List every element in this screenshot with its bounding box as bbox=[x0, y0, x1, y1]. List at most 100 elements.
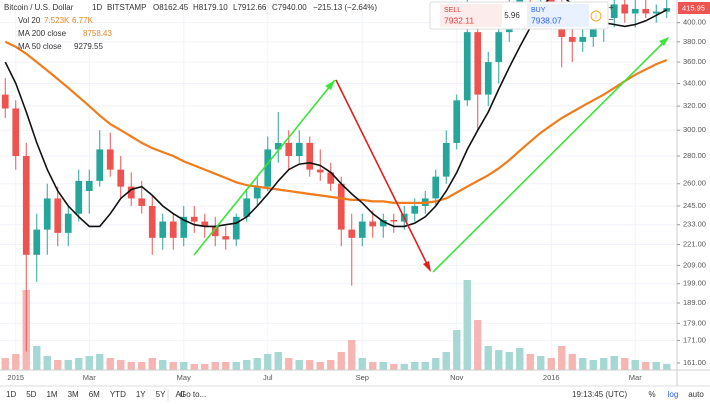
volume-bar bbox=[379, 362, 387, 370]
info-icon[interactable] bbox=[590, 10, 602, 22]
volume-bar bbox=[96, 354, 104, 370]
drawings bbox=[193, 37, 669, 273]
volume-bar bbox=[642, 362, 650, 370]
range-button[interactable]: 5Y bbox=[156, 390, 166, 399]
y-tick-label: 320.00 bbox=[683, 101, 706, 110]
buy-label[interactable]: BUY bbox=[531, 7, 546, 14]
volume-bar bbox=[400, 364, 408, 370]
zoom-in[interactable]: + bbox=[608, 2, 613, 12]
change: −215.13 (−2.64%) bbox=[313, 3, 377, 12]
range-button[interactable]: 1D bbox=[6, 390, 16, 399]
x-tick-label: 2015 bbox=[7, 373, 24, 382]
candle-body bbox=[222, 236, 230, 240]
volume-bar bbox=[148, 358, 156, 370]
sell-label[interactable]: SELL bbox=[444, 7, 461, 14]
range-button[interactable]: 6M bbox=[89, 390, 100, 399]
y-tick-label: 360.00 bbox=[683, 57, 706, 66]
candle-body bbox=[243, 198, 251, 217]
candle-body bbox=[411, 205, 419, 214]
y-tick-label: 260.00 bbox=[683, 179, 706, 188]
volume-bar bbox=[190, 364, 198, 370]
volume-bar bbox=[274, 352, 282, 370]
candle-body bbox=[96, 149, 104, 181]
volume-bar bbox=[579, 358, 587, 370]
ma-value: 8758.43 bbox=[83, 29, 112, 38]
volume-bar bbox=[442, 352, 450, 370]
volume-bar bbox=[453, 330, 461, 370]
range-button[interactable]: 5D bbox=[26, 390, 36, 399]
volume-bar bbox=[547, 358, 555, 370]
buy-button[interactable] bbox=[527, 4, 589, 27]
candle-body bbox=[579, 36, 587, 42]
volume-bar bbox=[306, 360, 314, 370]
trend-arrow bbox=[335, 79, 431, 271]
candle-body bbox=[1, 94, 9, 109]
candle-body bbox=[589, 22, 597, 37]
candle-body bbox=[432, 176, 440, 199]
candle-body bbox=[316, 169, 324, 173]
candle-body bbox=[495, 32, 503, 63]
volume-bar bbox=[327, 360, 335, 370]
candle-body bbox=[180, 216, 188, 238]
y-tick-label: 179.00 bbox=[683, 318, 706, 327]
candle-body bbox=[474, 32, 482, 95]
zoom-out[interactable]: − bbox=[608, 14, 613, 24]
volume-bar bbox=[138, 362, 146, 370]
range-button[interactable]: 1Y bbox=[136, 390, 146, 399]
buy-price[interactable]: 7938.07 bbox=[531, 15, 562, 25]
goto[interactable]: Go to... bbox=[180, 390, 206, 399]
volume-bar bbox=[348, 340, 356, 370]
candle-body bbox=[190, 216, 198, 222]
volume-bar bbox=[159, 360, 167, 370]
y-tick-label: 280.00 bbox=[683, 151, 706, 160]
candle-body bbox=[568, 36, 576, 42]
info-glyph: i bbox=[595, 13, 597, 20]
candle-body bbox=[106, 149, 114, 170]
candle-body bbox=[610, 4, 618, 19]
moving-average bbox=[4, 40, 668, 204]
volume-bar bbox=[43, 356, 51, 370]
trend-arrow bbox=[432, 37, 669, 273]
range-button[interactable]: YTD bbox=[110, 390, 126, 399]
auto-toggle[interactable]: auto bbox=[688, 390, 704, 399]
candle-body bbox=[85, 180, 93, 192]
sell-button[interactable] bbox=[440, 4, 502, 27]
arrow-head bbox=[423, 261, 431, 272]
axis-layer: 161.00 171.00 179.00 189.00 199.00 209.00 221.… bbox=[7, 18, 706, 382]
candle-body bbox=[274, 142, 282, 150]
range-button[interactable]: 1M bbox=[46, 390, 57, 399]
candle-body bbox=[22, 156, 30, 255]
close: C7940.00 bbox=[272, 3, 307, 12]
candle-body bbox=[631, 8, 639, 14]
log-toggle[interactable]: log bbox=[668, 390, 679, 399]
candle-body bbox=[232, 216, 240, 240]
volume-bar bbox=[484, 346, 492, 370]
y-tick-label: 400.00 bbox=[683, 18, 706, 27]
symbol: Bitcoin / U.S. Dollar bbox=[4, 3, 74, 12]
candle-body bbox=[337, 183, 345, 230]
toolbar: 1D 5D 1M 3M 6M YTD 1Y 5Y All Go to... 19:13:45 (… bbox=[6, 389, 704, 401]
volume-bar bbox=[75, 358, 83, 370]
y-tick-label: 209.00 bbox=[683, 260, 706, 269]
y-tick-label: 161.00 bbox=[683, 358, 706, 367]
candle-body bbox=[138, 198, 146, 206]
percent-toggle[interactable]: % bbox=[648, 390, 655, 399]
ma-label: MA 200 close bbox=[18, 29, 67, 38]
low: L7912.66 bbox=[233, 3, 267, 12]
range-button[interactable]: All bbox=[175, 390, 184, 399]
y-tick-label: 340.00 bbox=[683, 78, 706, 87]
candle-body bbox=[642, 8, 650, 14]
ma-label: MA 50 close bbox=[18, 42, 62, 51]
candle-body bbox=[390, 219, 398, 222]
candle-body bbox=[75, 180, 83, 214]
x-tick-label: 2016 bbox=[543, 373, 560, 382]
volume-bar bbox=[337, 352, 345, 370]
volume-bar bbox=[33, 346, 41, 370]
y-tick-label: 189.00 bbox=[683, 298, 706, 307]
candle-body bbox=[54, 198, 62, 233]
sell-price[interactable]: 7932.11 bbox=[444, 15, 474, 25]
volume-bar bbox=[610, 356, 618, 370]
y-tick-label: 199.00 bbox=[683, 279, 706, 288]
y-tick-label: 245.00 bbox=[683, 201, 706, 210]
range-button[interactable]: 3M bbox=[68, 390, 79, 399]
